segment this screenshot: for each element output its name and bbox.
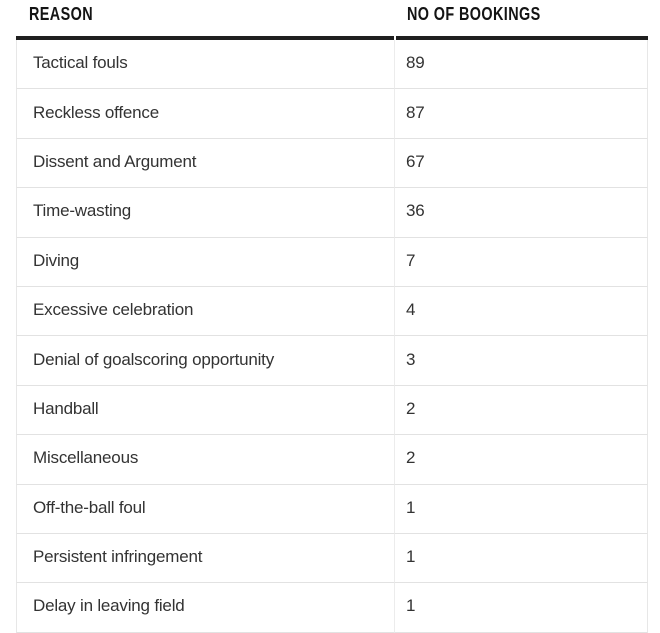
reason-cell: Denial of goalscoring opportunity <box>16 336 394 386</box>
column-header-bookings-label: NO OF BOOKINGS <box>407 4 541 24</box>
table-row: Diving 7 <box>16 237 648 287</box>
reason-cell: Time-wasting <box>16 188 394 238</box>
bookings-table: REASON NO OF BOOKINGS Tactical fouls 89 Re… <box>16 0 648 633</box>
bookings-count-cell: 1 <box>394 583 648 633</box>
table-row: Reckless offence 87 <box>16 89 648 139</box>
bookings-count-cell: 87 <box>394 89 648 139</box>
table-row: Denial of goalscoring opportunity 3 <box>16 336 648 386</box>
column-header-reason: REASON <box>16 0 394 40</box>
reason-cell: Reckless offence <box>16 89 394 139</box>
reason-cell: Excessive celebration <box>16 286 394 337</box>
table-row: Excessive celebration 4 <box>16 286 648 337</box>
reason-cell: Dissent and Argument <box>16 138 394 189</box>
reason-cell: Diving <box>16 237 394 287</box>
table-row: Time-wasting 36 <box>16 188 648 238</box>
table-row: Persistent infringement 1 <box>16 533 648 584</box>
bookings-count-cell: 89 <box>394 40 648 90</box>
column-header-reason-label: REASON <box>29 4 94 24</box>
table-row: Handball 2 <box>16 385 648 436</box>
bookings-count-cell: 1 <box>394 484 648 534</box>
bookings-count-cell: 36 <box>394 188 648 238</box>
table-row: Tactical fouls 89 <box>16 40 648 90</box>
bookings-count-cell: 3 <box>394 336 648 386</box>
table-header-row: REASON NO OF BOOKINGS <box>16 0 648 40</box>
bookings-count-cell: 67 <box>394 138 648 189</box>
reason-cell: Tactical fouls <box>16 40 394 90</box>
table-body: Tactical fouls 89 Reckless offence 87 Dissen… <box>16 40 648 633</box>
table-row: Off-the-ball foul 1 <box>16 484 648 534</box>
bookings-count-cell: 2 <box>394 435 648 485</box>
bookings-count-cell: 4 <box>394 286 648 337</box>
reason-cell: Off-the-ball foul <box>16 484 394 534</box>
reason-cell: Persistent infringement <box>16 533 394 584</box>
reason-cell: Delay in leaving field <box>16 583 394 633</box>
table-row: Miscellaneous 2 <box>16 435 648 485</box>
bookings-count-cell: 1 <box>394 533 648 584</box>
bookings-count-cell: 2 <box>394 385 648 436</box>
table-row: Dissent and Argument 67 <box>16 138 648 189</box>
reason-cell: Handball <box>16 385 394 436</box>
column-header-bookings: NO OF BOOKINGS <box>394 0 648 40</box>
reason-cell: Miscellaneous <box>16 435 394 485</box>
bookings-count-cell: 7 <box>394 237 648 287</box>
table-row: Delay in leaving field 1 <box>16 583 648 633</box>
